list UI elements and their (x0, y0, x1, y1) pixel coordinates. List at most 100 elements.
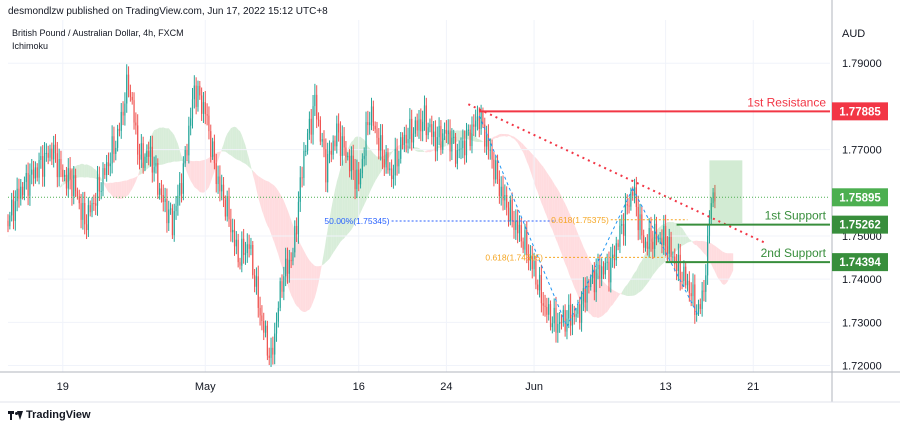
cloud-segment (338, 168, 341, 245)
cloud-segment (557, 189, 560, 249)
candle-body (517, 220, 519, 234)
cloud-segment (523, 144, 525, 157)
candle-body (9, 215, 11, 227)
last-price-tag (832, 188, 888, 207)
candle-body (471, 124, 473, 147)
level-name: 1st Support (765, 209, 827, 223)
cloud-segment (135, 175, 138, 182)
candle-body (544, 305, 546, 307)
candle-body (568, 304, 570, 319)
candle-body (624, 204, 627, 236)
candle-body (224, 200, 226, 217)
cloud-segment (336, 175, 339, 248)
candle-body (250, 244, 252, 249)
candle-body (582, 288, 584, 302)
candle-body (354, 170, 356, 190)
cloud-segment (530, 152, 533, 177)
cloud-segment (280, 193, 282, 268)
cloud-segment (700, 240, 703, 252)
candle-body (129, 89, 131, 97)
candle-body (496, 160, 499, 179)
candle-body (177, 195, 179, 206)
cloud-segment (300, 243, 303, 312)
cloud-segment (528, 149, 531, 172)
fib-swing-line (478, 115, 568, 327)
cloud-segment (179, 150, 182, 162)
candle-body (151, 146, 153, 173)
candle-body (560, 321, 563, 323)
candle-body (336, 123, 338, 147)
candle-body (140, 143, 142, 160)
cloud-segment (121, 181, 124, 199)
level-price-label: 1.74394 (839, 257, 881, 269)
cloud-segment (369, 148, 372, 193)
candle-body (211, 141, 214, 157)
y-tick-label: 1.75000 (842, 231, 882, 243)
x-tick-label: 24 (440, 381, 452, 393)
cloud-segment (188, 160, 191, 182)
candle-body (252, 244, 254, 276)
cloud-segment (161, 127, 164, 165)
candle-body (714, 192, 716, 202)
grid (8, 20, 830, 372)
cloud-segment (221, 144, 224, 152)
candle-body (549, 304, 552, 328)
currency-label: AUD (842, 28, 865, 40)
candle-body (137, 125, 139, 155)
cloud-segment (391, 150, 394, 154)
candle-body (447, 130, 449, 135)
cloud-segment (698, 240, 701, 250)
cloud-segment (561, 196, 564, 259)
x-tick-label: 13 (659, 381, 671, 393)
cloud-segment (282, 197, 284, 273)
cloud-segment (187, 160, 189, 177)
cloud-segment (501, 133, 504, 137)
candle-body (303, 150, 305, 178)
cloud-segment (579, 237, 582, 303)
tradingview-logo[interactable]: TradingView (8, 409, 91, 421)
cloud-segment (272, 184, 275, 244)
candle-body (378, 137, 380, 151)
candle-body (56, 153, 58, 178)
cloud-segment (276, 188, 279, 255)
candle-body (328, 150, 331, 154)
candle-body (180, 183, 183, 194)
candle-body (221, 184, 223, 192)
candle-body (389, 168, 391, 171)
level-price-tag (832, 253, 888, 272)
cloud-segment (110, 182, 113, 196)
candle-body (622, 224, 625, 236)
cloud-segment (172, 132, 175, 162)
cloud-segment (367, 146, 370, 197)
cloud-segment (261, 178, 264, 216)
candle-body (215, 163, 217, 185)
candle-body (117, 128, 119, 148)
candle-body (111, 136, 113, 164)
candle-body (264, 325, 267, 333)
candle-body (169, 208, 172, 210)
candle-body (526, 230, 528, 256)
candle-body (230, 219, 232, 233)
candle-body (316, 94, 318, 120)
candle-body (370, 106, 373, 123)
cloud-segment (263, 179, 266, 221)
candle-body (663, 225, 665, 246)
candle-body (546, 306, 548, 315)
cloud-segment (92, 166, 94, 179)
candle-body (365, 122, 367, 156)
cloud-segment (566, 207, 569, 274)
candle-body (498, 178, 500, 197)
candle-body (144, 156, 146, 168)
cloud-segment (238, 129, 240, 161)
candle-body (100, 190, 102, 192)
candle-body (520, 224, 522, 242)
candle-body (478, 116, 480, 130)
candle-body (73, 175, 75, 196)
candle-body (361, 158, 363, 174)
candle-body (431, 124, 433, 137)
candle-body (210, 131, 212, 157)
candle-body (138, 154, 141, 160)
cloud-segment (258, 175, 261, 204)
candle-body (577, 304, 579, 314)
